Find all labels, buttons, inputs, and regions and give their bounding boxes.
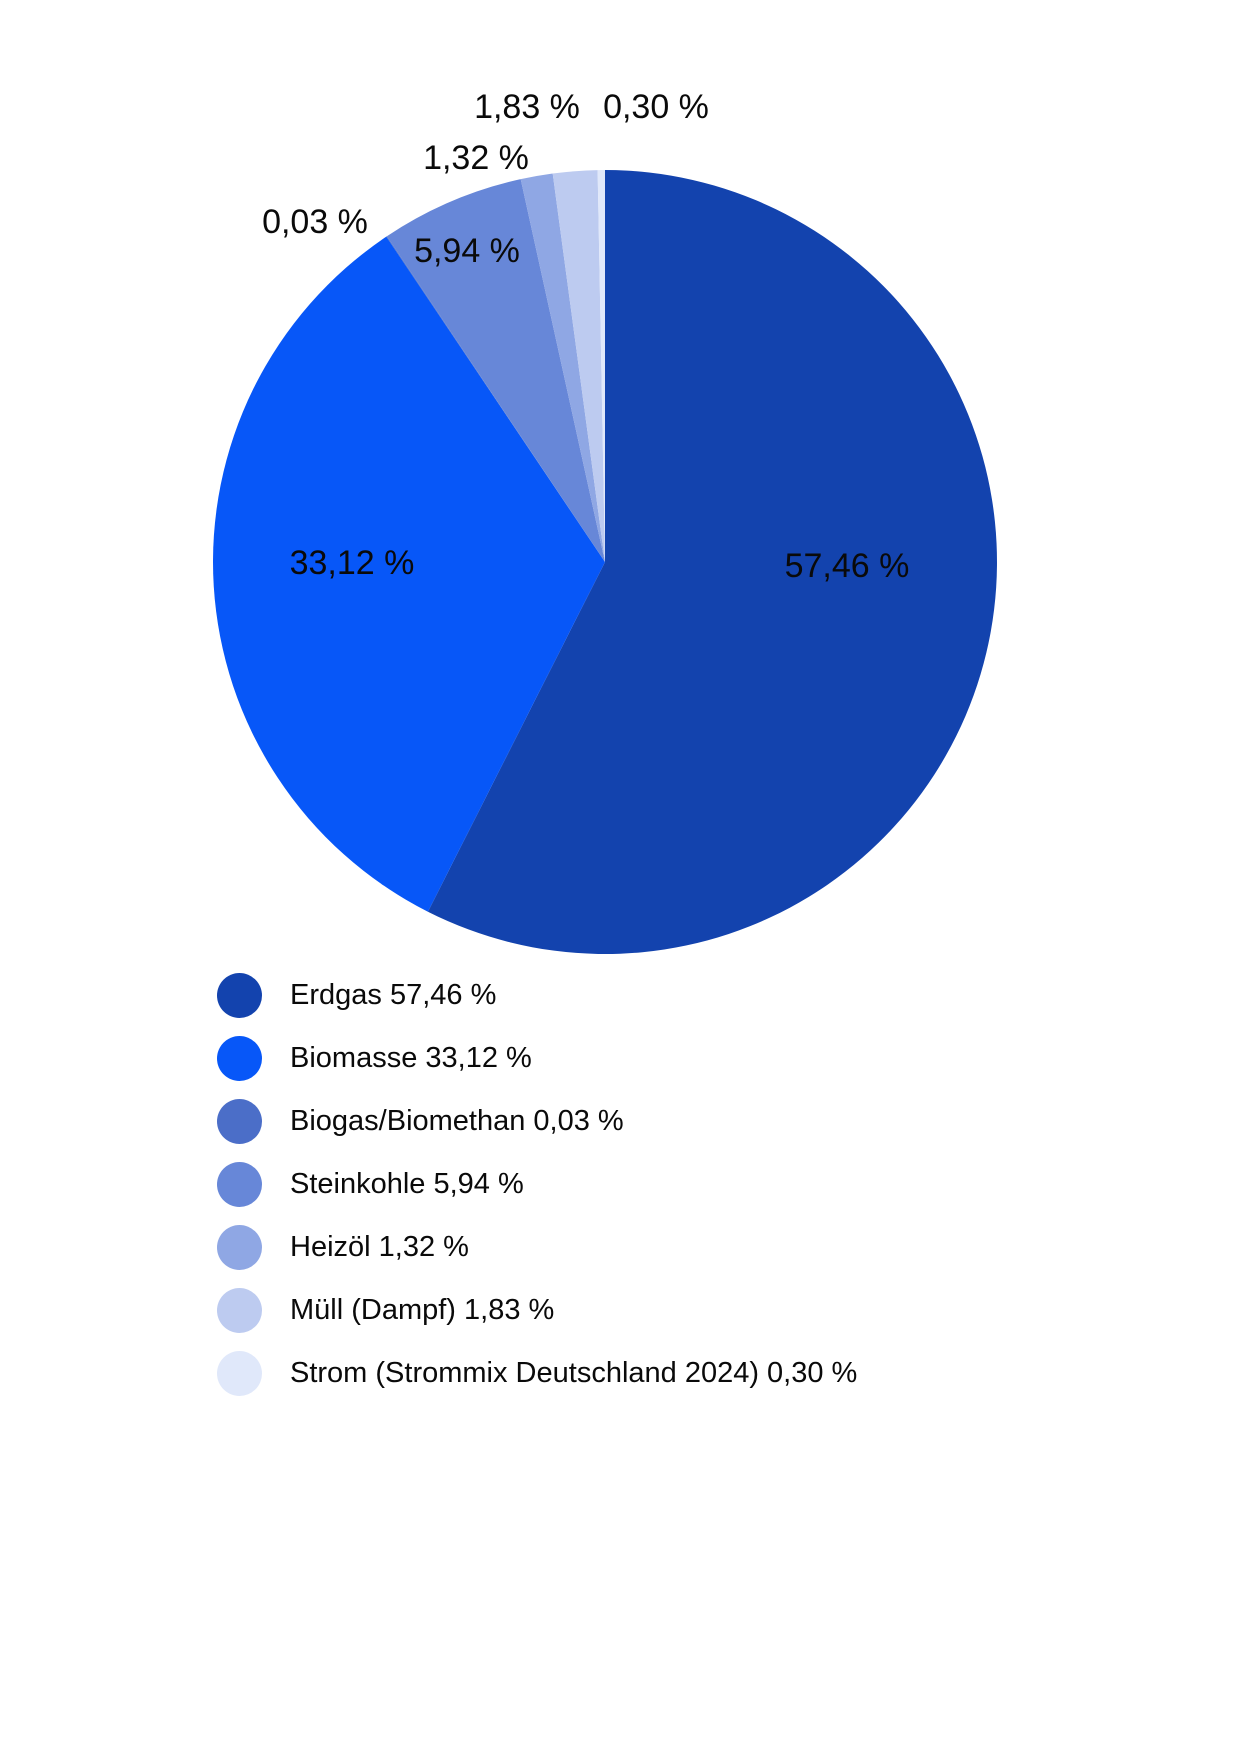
legend-item[interactable]: Heizöl 1,32 %	[217, 1216, 857, 1279]
legend-label: Steinkohle 5,94 %	[290, 1168, 524, 1200]
legend-swatch	[217, 1036, 262, 1081]
pie-slice-heizöl[interactable]	[520, 173, 605, 562]
legend-label: Biogas/Biomethan 0,03 %	[290, 1105, 624, 1137]
legend-item[interactable]: Erdgas 57,46 %	[217, 964, 857, 1027]
pie-slice-steinkohle[interactable]	[386, 179, 605, 563]
legend-label: Biomasse 33,12 %	[290, 1042, 532, 1074]
legend-label: Strom (Strommix Deutschland 2024) 0,30 %	[290, 1357, 858, 1389]
pie-value-label: 0,30 %	[603, 88, 709, 126]
legend-item[interactable]: Biomasse 33,12 %	[217, 1027, 857, 1090]
legend-label: Heizöl 1,32 %	[290, 1231, 469, 1263]
pie-value-labels: 57,46 % 33,12 % 0,03 % 5,94 % 1,32 % 1,83 % 0,…	[262, 88, 909, 585]
pie-slice-biogas-biomethan[interactable]	[386, 236, 605, 562]
pie-value-label: 0,03 %	[262, 203, 368, 241]
pie-value-label: 33,12 %	[290, 544, 415, 582]
legend-item[interactable]: Müll (Dampf) 1,83 %	[217, 1279, 857, 1342]
pie-slice-biomasse[interactable]	[213, 236, 606, 912]
legend-item[interactable]: Biogas/Biomethan 0,03 %	[217, 1090, 857, 1153]
pie-value-label: 57,46 %	[785, 547, 910, 585]
legend-swatch	[217, 1288, 262, 1333]
pie-slice-erdgas[interactable]	[427, 170, 997, 955]
legend-swatch	[217, 973, 262, 1018]
legend-swatch	[217, 1099, 262, 1144]
pie-value-label: 1,32 %	[423, 139, 529, 177]
legend-label: Müll (Dampf) 1,83 %	[290, 1294, 555, 1326]
pie-slice-müll-dampf-[interactable]	[552, 170, 605, 562]
pie-value-label: 5,94 %	[414, 232, 520, 270]
pie-slice-strom-strommix-deutschland-2024-[interactable]	[597, 170, 605, 562]
legend-swatch	[217, 1225, 262, 1270]
legend-item[interactable]: Strom (Strommix Deutschland 2024) 0,30 %	[217, 1342, 857, 1405]
legend-label: Erdgas 57,46 %	[290, 979, 497, 1011]
legend-swatch	[217, 1162, 262, 1207]
legend-swatch	[217, 1351, 262, 1396]
legend: Erdgas 57,46 % Biomasse 33,12 % Biogas/Bio…	[217, 964, 857, 1405]
legend-item[interactable]: Steinkohle 5,94 %	[217, 1153, 857, 1216]
pie-value-label: 1,83 %	[474, 88, 580, 126]
pie-slices	[213, 170, 997, 955]
